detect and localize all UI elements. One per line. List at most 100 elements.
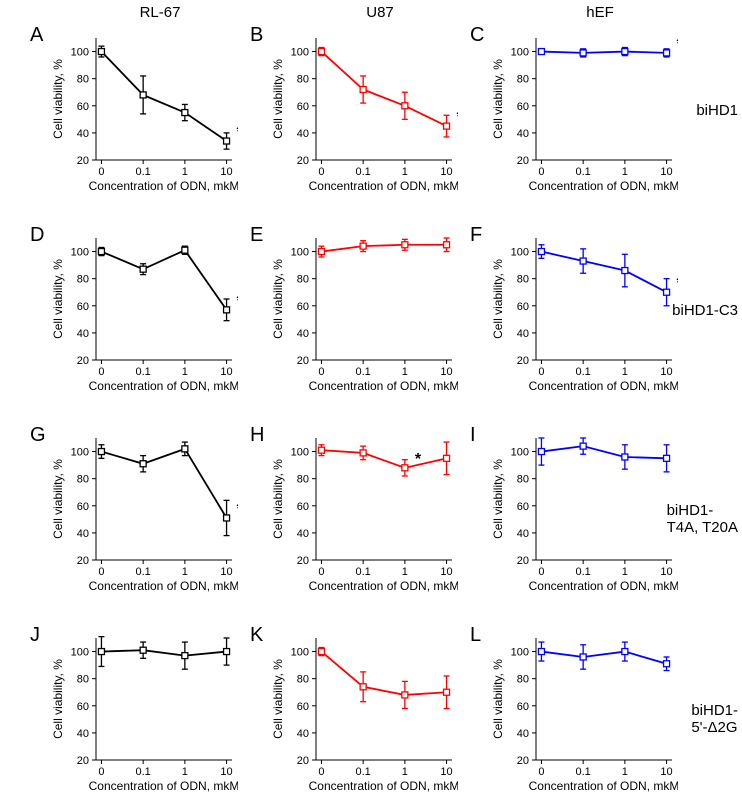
svg-text:40: 40: [517, 128, 529, 140]
svg-text:100: 100: [511, 647, 529, 659]
panel-B: B2040608010000.1110Cell viability, %Conc…: [268, 28, 458, 198]
svg-text:Concentration of ODN, mkM: Concentration of ODN, mkM: [89, 779, 238, 793]
svg-text:Cell viability, %: Cell viability, %: [271, 259, 285, 339]
svg-text:20: 20: [77, 555, 89, 567]
svg-text:0.1: 0.1: [355, 766, 370, 778]
svg-text:60: 60: [297, 501, 309, 513]
svg-text:Cell viability, %: Cell viability, %: [51, 459, 65, 539]
svg-text:100: 100: [291, 247, 309, 259]
svg-text:0: 0: [538, 166, 544, 178]
svg-text:Cell viability, %: Cell viability, %: [271, 659, 285, 739]
svg-text:100: 100: [291, 47, 309, 59]
svg-text:Concentration of ODN, mkM: Concentration of ODN, mkM: [309, 179, 458, 193]
svg-text:20: 20: [297, 755, 309, 767]
svg-text:100: 100: [71, 47, 89, 59]
svg-text:1: 1: [182, 566, 188, 578]
panel-L: L2040608010000.1110Cell viability, %Conc…: [488, 628, 678, 798]
svg-text:60: 60: [297, 701, 309, 713]
significance-star: *: [677, 275, 678, 292]
svg-text:0.1: 0.1: [575, 166, 590, 178]
svg-text:Concentration of ODN, mkM: Concentration of ODN, mkM: [89, 579, 238, 593]
svg-text:40: 40: [297, 328, 309, 340]
svg-text:0: 0: [318, 166, 324, 178]
chart: 2040608010000.1110Cell viability, %Conce…: [48, 428, 238, 598]
svg-text:0: 0: [538, 766, 544, 778]
svg-text:10: 10: [220, 366, 232, 378]
svg-text:0: 0: [538, 366, 544, 378]
svg-text:20: 20: [77, 755, 89, 767]
svg-text:40: 40: [517, 328, 529, 340]
svg-text:80: 80: [517, 74, 529, 86]
svg-text:Concentration of ODN, mkM: Concentration of ODN, mkM: [529, 379, 678, 393]
svg-text:40: 40: [297, 528, 309, 540]
panel-H: H2040608010000.1110Cell viability, %Conc…: [268, 428, 458, 598]
panel-letter: C: [470, 24, 484, 47]
svg-text:Concentration of ODN, mkM: Concentration of ODN, mkM: [309, 779, 458, 793]
chart: 2040608010000.1110Cell viability, %Conce…: [268, 228, 458, 398]
svg-text:100: 100: [71, 447, 89, 459]
svg-text:1: 1: [402, 566, 408, 578]
chart: 2040608010000.1110Cell viability, %Conce…: [488, 428, 678, 598]
svg-text:100: 100: [71, 647, 89, 659]
svg-text:Cell viability, %: Cell viability, %: [271, 459, 285, 539]
svg-text:0.1: 0.1: [355, 166, 370, 178]
svg-text:100: 100: [511, 247, 529, 259]
chart: 2040608010000.1110Cell viability, %Conce…: [48, 28, 238, 198]
svg-text:10: 10: [220, 566, 232, 578]
svg-text:10: 10: [440, 366, 452, 378]
svg-text:60: 60: [297, 301, 309, 313]
panel-F: F2040608010000.1110Cell viability, %Conc…: [488, 228, 678, 398]
svg-text:0: 0: [98, 366, 104, 378]
svg-text:Cell viability, %: Cell viability, %: [491, 259, 505, 339]
svg-text:Cell viability, %: Cell viability, %: [491, 459, 505, 539]
svg-text:0.1: 0.1: [135, 166, 150, 178]
svg-text:60: 60: [77, 501, 89, 513]
chart: 2040608010000.1110Cell viability, %Conce…: [488, 628, 678, 798]
svg-text:40: 40: [77, 328, 89, 340]
panel-J: J2040608010000.1110Cell viability, %Conc…: [48, 628, 238, 798]
svg-text:100: 100: [511, 447, 529, 459]
svg-text:0.1: 0.1: [135, 766, 150, 778]
svg-text:0.1: 0.1: [355, 366, 370, 378]
svg-text:10: 10: [440, 166, 452, 178]
chart: 2040608010000.1110Cell viability, %Conce…: [268, 28, 458, 198]
svg-text:80: 80: [517, 274, 529, 286]
svg-text:1: 1: [402, 766, 408, 778]
row-label: biHD1-C3: [672, 302, 738, 319]
svg-text:0.1: 0.1: [135, 566, 150, 578]
chart: 2040608010000.1110Cell viability, %Conce…: [268, 628, 458, 798]
svg-text:80: 80: [297, 274, 309, 286]
svg-text:20: 20: [517, 155, 529, 167]
svg-text:0: 0: [318, 766, 324, 778]
panel-letter: A: [30, 24, 43, 47]
significance-star: *: [677, 36, 678, 53]
svg-text:80: 80: [77, 74, 89, 86]
svg-text:Concentration of ODN, mkM: Concentration of ODN, mkM: [309, 579, 458, 593]
svg-text:10: 10: [660, 166, 672, 178]
panel-G: G2040608010000.1110Cell viability, %Conc…: [48, 428, 238, 598]
svg-text:20: 20: [297, 355, 309, 367]
svg-text:100: 100: [511, 47, 529, 59]
svg-text:0.1: 0.1: [355, 566, 370, 578]
svg-text:Cell viability, %: Cell viability, %: [491, 59, 505, 139]
svg-text:80: 80: [297, 474, 309, 486]
svg-text:Concentration of ODN, mkM: Concentration of ODN, mkM: [89, 379, 238, 393]
svg-text:40: 40: [297, 128, 309, 140]
chart: 2040608010000.1110Cell viability, %Conce…: [268, 428, 458, 598]
svg-text:20: 20: [517, 555, 529, 567]
svg-text:80: 80: [77, 474, 89, 486]
svg-text:Cell viability, %: Cell viability, %: [51, 259, 65, 339]
panel-letter: I: [470, 424, 476, 447]
svg-text:40: 40: [77, 128, 89, 140]
svg-text:100: 100: [291, 447, 309, 459]
panel-letter: K: [250, 624, 263, 647]
svg-text:Cell viability, %: Cell viability, %: [491, 659, 505, 739]
svg-text:60: 60: [517, 501, 529, 513]
svg-text:80: 80: [517, 474, 529, 486]
svg-text:40: 40: [77, 728, 89, 740]
svg-text:1: 1: [182, 766, 188, 778]
panel-letter: H: [250, 424, 264, 447]
panel-K: K2040608010000.1110Cell viability, %Conc…: [268, 628, 458, 798]
col-header: hEF: [550, 4, 650, 21]
svg-text:20: 20: [77, 355, 89, 367]
